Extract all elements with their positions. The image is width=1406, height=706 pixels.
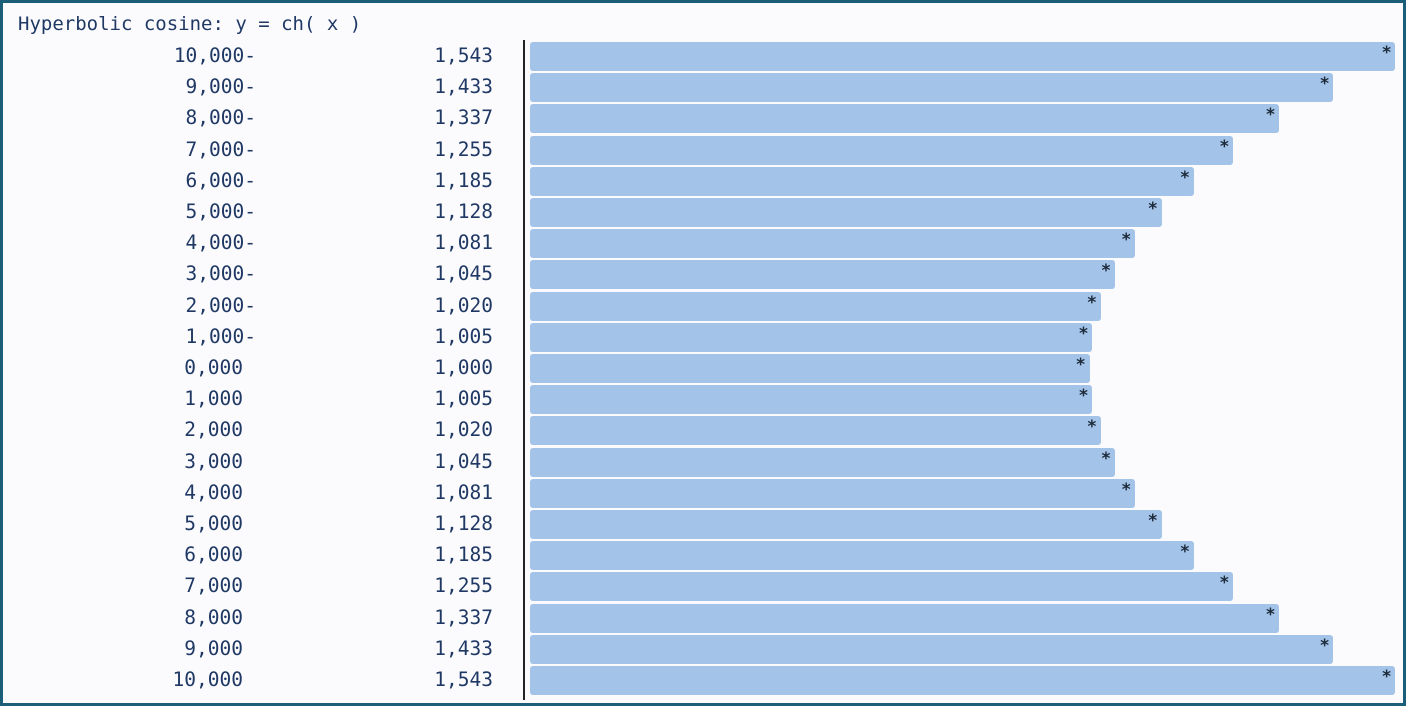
bar: [530, 42, 1396, 71]
bar-marker: *: [1179, 167, 1190, 188]
value-label: 1,020: [434, 293, 493, 317]
bar: [530, 354, 1090, 383]
bar: [530, 447, 1115, 477]
bar-marker: *: [1319, 74, 1330, 95]
bar: [530, 135, 1234, 165]
bar-marker: *: [1075, 355, 1086, 375]
bar-marker: *: [1219, 573, 1230, 594]
bar: [530, 322, 1093, 352]
value-label: 1,255: [434, 137, 493, 161]
chart-title: Hyperbolic cosine: y = ch( x ): [18, 13, 362, 35]
bar: [530, 510, 1162, 539]
bar-marker: *: [1319, 635, 1330, 656]
x-label: 4,000: [184, 480, 243, 504]
x-label: 2,000: [184, 418, 243, 442]
value-label: 1,045: [434, 262, 493, 286]
x-label: 1,000-: [185, 324, 256, 348]
bar-marker: *: [1381, 667, 1392, 687]
value-label: 1,128: [434, 512, 493, 535]
bar-marker: *: [1078, 386, 1089, 407]
value-label: 1,081: [434, 480, 493, 504]
x-label: 5,000-: [185, 200, 256, 223]
value-label: 1,005: [434, 387, 493, 411]
bar: [530, 603, 1280, 633]
axis-line: [523, 40, 525, 700]
bar: [530, 416, 1101, 446]
bar: [530, 572, 1234, 602]
x-label: 8,000-: [185, 106, 256, 130]
x-label: 3,000-: [185, 262, 256, 286]
bar-marker: *: [1147, 199, 1158, 219]
value-label: 1,255: [434, 574, 493, 598]
bar-marker: *: [1121, 479, 1132, 500]
bar-marker: *: [1179, 542, 1190, 563]
value-label: 1,128: [434, 200, 493, 223]
bar-marker: *: [1078, 323, 1089, 344]
bar-marker: *: [1100, 448, 1112, 469]
bar-marker: *: [1265, 604, 1276, 625]
bar-marker: *: [1147, 511, 1158, 531]
x-label: 7,000-: [185, 137, 256, 161]
x-label: 10,000-: [173, 44, 256, 67]
bar: [530, 478, 1136, 508]
bar: [530, 104, 1280, 134]
x-label: 7,000: [184, 574, 243, 598]
bar: [530, 385, 1093, 415]
value-label: 1,045: [434, 449, 493, 473]
x-label: 6,000-: [185, 168, 256, 192]
value-label: 1,433: [434, 75, 493, 99]
bar-marker: *: [1100, 261, 1112, 282]
bar: [530, 666, 1396, 695]
x-label: 2,000-: [185, 293, 256, 317]
x-label: 1,000: [184, 387, 243, 411]
bar: [530, 198, 1162, 227]
bar: [530, 73, 1334, 103]
value-label: 1,543: [434, 44, 493, 67]
value-label: 1,081: [434, 231, 493, 255]
value-label: 1,185: [434, 543, 493, 567]
x-label: 4,000-: [185, 231, 256, 255]
bar-marker: *: [1086, 292, 1098, 313]
x-label: 5,000: [184, 512, 243, 535]
value-label: 1,543: [434, 668, 493, 691]
x-label: 9,000-: [185, 75, 256, 99]
bar: [530, 634, 1334, 664]
bar: [530, 166, 1194, 196]
bar-marker: *: [1121, 230, 1132, 251]
x-label: 3,000: [184, 449, 243, 473]
value-label: 1,005: [434, 324, 493, 348]
value-label: 1,020: [434, 418, 493, 442]
bar: [530, 541, 1194, 571]
bar-marker: *: [1086, 417, 1098, 438]
bar: [530, 260, 1115, 290]
bar-marker: *: [1219, 136, 1230, 157]
x-label: 0,000: [184, 356, 243, 379]
bar: [530, 229, 1136, 259]
bar: [530, 291, 1101, 321]
x-label: 8,000: [184, 605, 243, 629]
value-label: 1,000: [434, 356, 493, 379]
bar-marker: *: [1265, 105, 1276, 126]
x-label: 10,000: [172, 668, 243, 691]
value-label: 1,337: [434, 605, 493, 629]
x-label: 9,000: [184, 636, 243, 660]
value-label: 1,433: [434, 636, 493, 660]
value-label: 1,337: [434, 106, 493, 130]
x-label: 6,000: [184, 543, 243, 567]
bar-marker: *: [1381, 43, 1392, 63]
value-label: 1,185: [434, 168, 493, 192]
